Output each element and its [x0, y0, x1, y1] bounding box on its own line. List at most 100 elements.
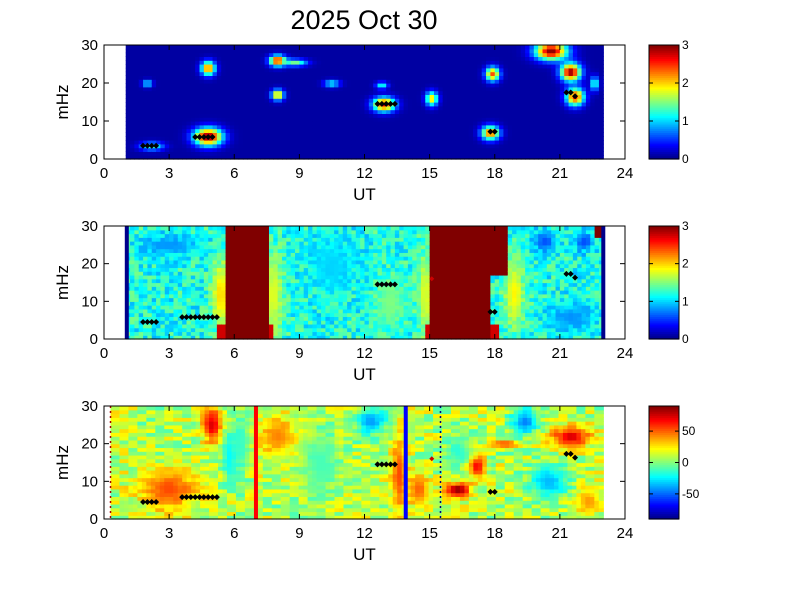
detection-marker: [487, 308, 494, 315]
detection-marker: [187, 314, 194, 321]
detection-marker: [383, 100, 390, 107]
x-tick-label: 21: [552, 345, 569, 362]
x-tick-label: 0: [100, 345, 108, 362]
detection-marker: [153, 142, 160, 149]
edge-line: [601, 226, 606, 339]
event-line: [253, 406, 258, 519]
red-marker: [429, 276, 435, 282]
colorbar-tick-label: -50: [682, 487, 700, 501]
detection-marker: [192, 314, 199, 321]
detection-marker: [387, 281, 394, 288]
detection-marker: [374, 100, 381, 107]
x-axis-label: UT: [353, 185, 376, 204]
x-tick-label: 21: [552, 165, 569, 182]
x-tick-label: 15: [421, 525, 438, 542]
detection-marker: [183, 314, 190, 321]
detection-marker: [209, 314, 216, 321]
detection-marker: [148, 142, 155, 149]
x-tick-label: 24: [617, 345, 634, 362]
detection-marker: [140, 142, 147, 149]
detection-marker: [192, 494, 199, 501]
detection-marker: [213, 314, 220, 321]
x-tick-label: 18: [486, 345, 503, 362]
detection-marker: [200, 494, 207, 501]
detection-marker: [209, 494, 216, 501]
detection-marker: [144, 319, 151, 326]
detection-marker: [196, 314, 203, 321]
colorbar-tick-label: 2: [682, 76, 689, 90]
colorbar-frame: [648, 225, 680, 340]
x-axis-label: UT: [353, 545, 376, 564]
detection-marker: [567, 270, 574, 277]
y-tick-label: 0: [90, 511, 98, 528]
y-axis-label: mHz: [53, 445, 72, 480]
detection-marker: [391, 281, 398, 288]
detection-marker: [196, 494, 203, 501]
detection-marker: [374, 461, 381, 468]
colorbar-tick-label: 3: [682, 219, 689, 233]
edge-line: [124, 226, 129, 339]
y-tick-label: 30: [81, 398, 98, 415]
detection-marker: [144, 142, 151, 149]
x-tick-label: 3: [165, 525, 173, 542]
x-tick-label: 12: [356, 525, 373, 542]
x-tick-label: 18: [486, 525, 503, 542]
y-tick-label: 30: [81, 218, 98, 235]
y-tick-label: 20: [81, 436, 98, 453]
detection-marker: [209, 133, 216, 140]
detection-marker: [205, 494, 212, 501]
x-tick-label: 12: [356, 345, 373, 362]
detection-marker: [148, 499, 155, 506]
colorbar-tick-label: 1: [682, 294, 689, 308]
colorbar-tick-label: 0: [682, 456, 689, 470]
colorbar-tick-label: 2: [682, 257, 689, 271]
detection-marker: [200, 314, 207, 321]
detection-marker: [572, 274, 579, 281]
colorbar-tick-label: 0: [682, 332, 689, 346]
heatmap-cells: [110, 406, 604, 520]
detection-marker: [153, 319, 160, 326]
x-tick-label: 21: [552, 525, 569, 542]
detection-marker: [378, 461, 385, 468]
colorbar-frame: [648, 44, 680, 160]
detection-marker: [391, 100, 398, 107]
y-tick-label: 10: [81, 293, 98, 310]
detection-marker: [213, 494, 220, 501]
panel-3: 0 3 6 9 12 15 18 21 24 0 10 20 30 UT mHz 50 0 -50: [53, 398, 700, 564]
colorbar-tick-label: 3: [682, 38, 689, 52]
x-tick-label: 18: [486, 165, 503, 182]
detection-marker: [196, 133, 203, 140]
y-axis-label: mHz: [53, 265, 72, 300]
colorbar: 50 0 -50: [648, 405, 700, 520]
detection-marker: [387, 100, 394, 107]
detection-marker: [205, 314, 212, 321]
colorbar: 0 1 2 3: [648, 38, 689, 166]
detection-marker: [491, 128, 498, 135]
detection-marker: [183, 494, 190, 501]
x-tick-label: 15: [421, 165, 438, 182]
y-tick-label: 20: [81, 75, 98, 92]
event-line: [403, 406, 408, 519]
x-tick-label: 3: [165, 165, 173, 182]
detection-marker: [153, 499, 160, 506]
y-tick-label: 0: [90, 331, 98, 348]
x-tick-label: 0: [100, 525, 108, 542]
y-axis-label: mHz: [53, 85, 72, 120]
detection-marker: [140, 319, 147, 326]
detection-marker: [563, 89, 570, 96]
detection-marker: [192, 133, 199, 140]
detection-marker: [200, 133, 207, 140]
detection-marker: [572, 93, 579, 100]
y-tick-label: 0: [90, 151, 98, 168]
detection-marker: [374, 281, 381, 288]
detection-marker: [378, 100, 385, 107]
detection-marker: [572, 454, 579, 461]
detection-marker: [387, 461, 394, 468]
x-tick-label: 9: [295, 345, 303, 362]
detection-marker: [491, 308, 498, 315]
x-tick-label: 6: [230, 525, 238, 542]
